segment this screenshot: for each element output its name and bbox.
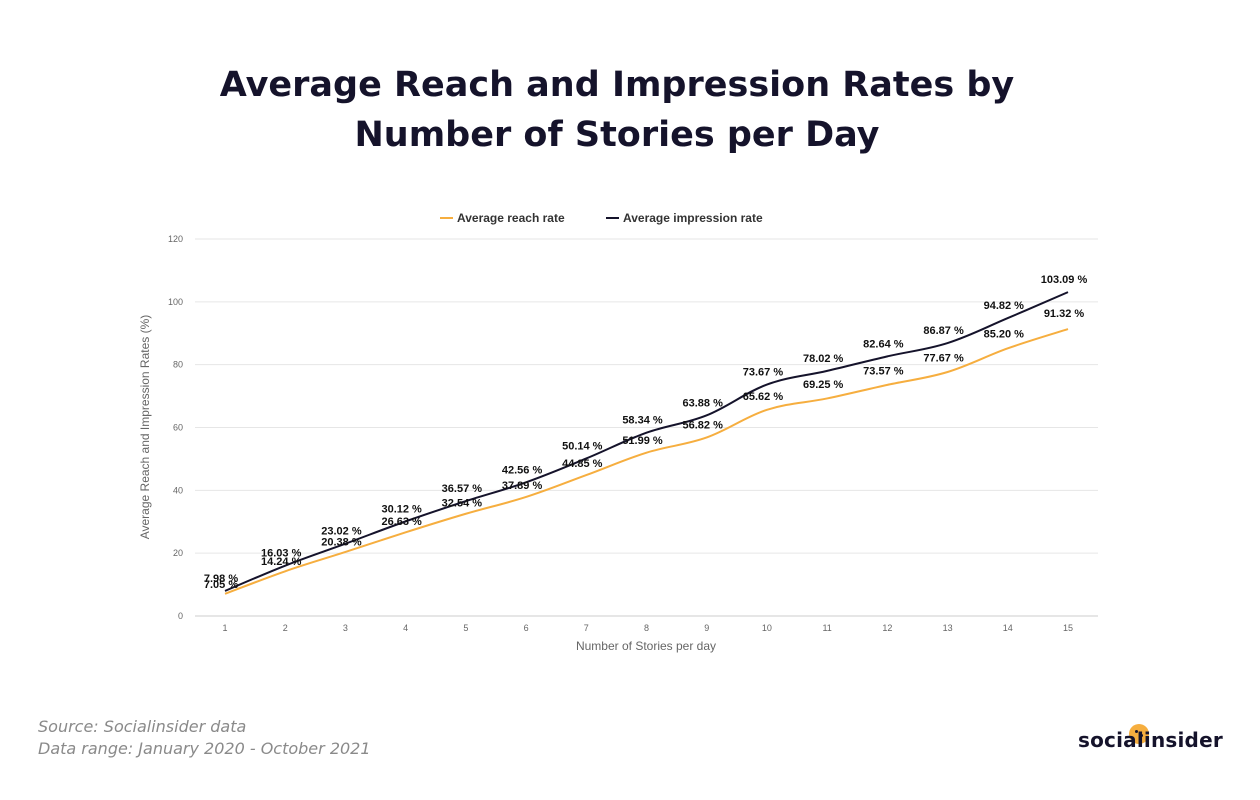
x-tick-label: 5 (463, 623, 468, 633)
reach-data-label: 65.62 % (743, 391, 784, 403)
x-tick-label: 10 (762, 623, 772, 633)
chart-title-line-1: Average Reach and Impression Rates by (219, 65, 1015, 105)
impression-data-label: 58.34 % (622, 415, 663, 427)
legend-label: Average reach rate (457, 211, 565, 225)
x-tick-label: 8 (644, 623, 649, 633)
impression-data-label: 63.88 % (683, 397, 724, 409)
impression-data-label: 30.12 % (381, 503, 422, 515)
impression-data-label: 7.98 % (204, 573, 238, 585)
y-tick-label: 20 (173, 548, 183, 558)
x-axis-label: Number of Stories per day (576, 639, 716, 653)
x-tick-label: 9 (704, 623, 709, 633)
impression-data-label: 16.03 % (261, 548, 302, 560)
y-tick-label: 0 (178, 611, 183, 621)
reach-data-label: 37.89 % (502, 480, 543, 492)
reach-data-label: 73.57 % (863, 365, 904, 377)
impression-data-label: 36.57 % (442, 483, 483, 495)
reach-data-label: 91.32 % (1044, 308, 1085, 320)
y-axis-label: Average Reach and Impression Rates (%) (138, 315, 152, 540)
reach-data-label: 77.67 % (923, 352, 964, 364)
x-tick-label: 12 (882, 623, 892, 633)
x-tick-label: 7 (584, 623, 589, 633)
x-tick-label: 13 (943, 623, 953, 633)
y-axis-ticks: 0 20 40 60 80 100 120 (168, 234, 183, 621)
grid (195, 238, 1098, 617)
x-tick-label: 4 (403, 623, 408, 633)
x-tick-label: 2 (283, 623, 288, 633)
reach-data-label: 20.38 % (321, 536, 362, 548)
reach-data-label: 26.63 % (381, 516, 422, 528)
impression-data-label: 103.09 % (1041, 274, 1088, 286)
reach-data-label: 14.24 % (261, 556, 302, 568)
reach-rate-line (224, 328, 1069, 595)
reach-data-label: 56.82 % (683, 419, 724, 431)
impression-data-label: 23.02 % (321, 526, 362, 538)
brand-logo: socialinsider (1078, 728, 1223, 752)
data-range-text: Data range: January 2020 - October 2021 (38, 739, 371, 758)
source-text: Source: Socialinsider data (38, 717, 247, 736)
impression-data-label: 42.56 % (502, 464, 543, 476)
reach-data-label: 32.54 % (442, 497, 483, 509)
impression-data-label: 73.67 % (743, 367, 784, 379)
x-axis-ticks: 1 2 3 4 5 6 7 8 9 10 11 12 13 14 15 (222, 623, 1073, 633)
y-tick-label: 100 (168, 297, 183, 307)
x-tick-label: 1 (222, 623, 227, 633)
reach-data-label: 51.99 % (622, 435, 663, 447)
chart-title: Average Reach and Impression Rates by Nu… (0, 60, 1234, 160)
chart-title-line-2: Number of Stories per Day (354, 115, 880, 155)
impression-data-label: 50.14 % (562, 440, 603, 452)
reach-data-label: 85.20 % (984, 329, 1025, 341)
y-tick-label: 60 (173, 423, 183, 433)
x-tick-label: 11 (822, 623, 831, 633)
data-labels: 7.05 % 14.24 % 20.38 % 26.63 % 32.54 % 37.89 … (204, 274, 1088, 591)
x-tick-label: 14 (1003, 623, 1013, 633)
impression-data-label: 86.87 % (923, 325, 964, 337)
y-tick-label: 40 (173, 485, 183, 495)
impression-data-label: 94.82 % (984, 300, 1025, 312)
source-note: Source: Socialinsider data Data range: J… (38, 716, 371, 760)
impression-rate-line (224, 291, 1069, 592)
impression-data-label: 78.02 % (803, 353, 844, 365)
reach-data-label: 69.25 % (803, 379, 844, 391)
brand-logo-icon (1129, 724, 1149, 744)
x-tick-label: 15 (1063, 623, 1073, 633)
x-tick-label: 3 (343, 623, 348, 633)
reach-data-label: 7.05 % (204, 579, 238, 591)
y-tick-label: 120 (168, 234, 183, 244)
legend: Average reach rate Average impression rat… (440, 211, 763, 225)
reach-data-label: 44.85 % (562, 458, 603, 470)
x-tick-label: 6 (524, 623, 529, 633)
y-tick-label: 80 (173, 360, 183, 370)
impression-data-label: 82.64 % (863, 338, 904, 350)
series-lines (224, 291, 1069, 595)
legend-label: Average impression rate (623, 211, 763, 225)
